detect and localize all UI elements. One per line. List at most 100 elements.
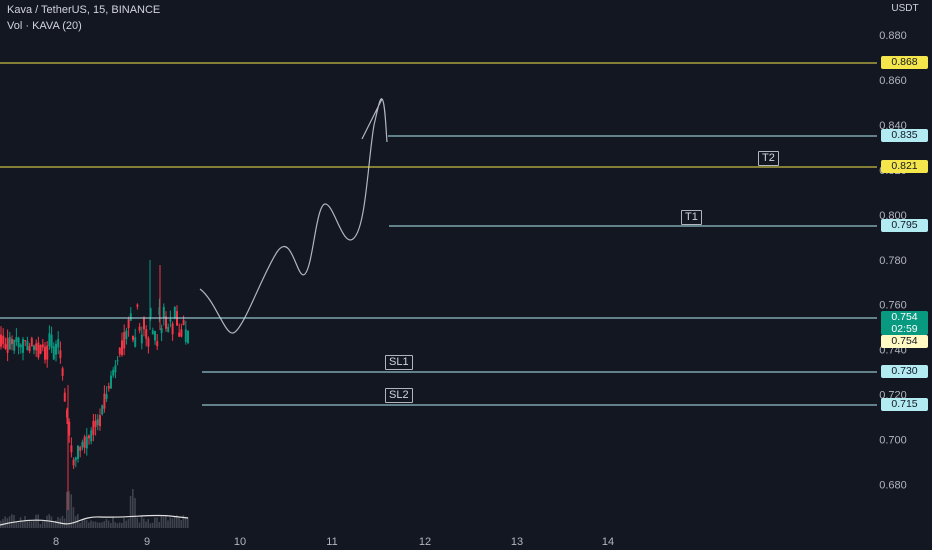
- volume-bar: [19, 517, 22, 528]
- candle-body: [77, 445, 79, 459]
- price-tick-label: 0.800: [879, 210, 907, 222]
- candle-body: [72, 459, 75, 466]
- volume-bar: [2, 518, 4, 528]
- time-axis: 8 9 10 11 12 13 14: [53, 536, 614, 548]
- volume-bar: [162, 516, 165, 528]
- symbol-title[interactable]: Kava / TetherUS, 15, BINANCE: [7, 4, 161, 16]
- volume-bar: [154, 517, 156, 528]
- volume-bar: [116, 523, 119, 528]
- candle-body: [158, 307, 161, 315]
- volume-bar: [68, 491, 70, 528]
- candle-body: [66, 409, 68, 418]
- volume-bar: [22, 521, 24, 528]
- candle-body: [184, 329, 187, 342]
- volume-bar: [114, 522, 116, 528]
- volume-bar: [83, 519, 86, 528]
- volume-bar: [37, 514, 39, 528]
- volume-bar: [171, 518, 174, 528]
- volume-bar: [96, 522, 99, 528]
- volume-bar: [55, 520, 57, 528]
- time-tick-label: 11: [326, 536, 337, 548]
- candle-body: [63, 392, 66, 402]
- volume-bar: [35, 514, 37, 528]
- candle-body: [52, 346, 55, 360]
- volume-bar: [8, 516, 11, 528]
- candle-body: [24, 340, 27, 342]
- volume-bar: [173, 516, 176, 528]
- volume-bar: [92, 521, 94, 528]
- candle-body: [112, 369, 115, 376]
- candle-body: [151, 330, 154, 335]
- horizontal-levels: [0, 62, 877, 406]
- volume-bar: [4, 516, 6, 528]
- candle-body: [138, 326, 141, 331]
- candle-body: [8, 336, 11, 350]
- volume-bar: [110, 522, 112, 528]
- price-tick-label: 0.760: [879, 300, 907, 312]
- volume-bar: [158, 522, 160, 528]
- volume-bar: [107, 520, 110, 528]
- candle-body: [187, 330, 189, 343]
- level-tag-sl2[interactable]: SL2: [385, 388, 413, 403]
- candle-body: [0, 334, 2, 347]
- candle-body: [19, 344, 22, 348]
- volume-bar: [94, 521, 97, 528]
- volume-bar: [147, 519, 149, 528]
- candle-body: [59, 350, 62, 358]
- candle-body: [22, 339, 24, 353]
- level-price-label-sl1: 0.730: [881, 365, 928, 378]
- volume-bar: [72, 507, 75, 528]
- currency-unit[interactable]: USDT: [891, 3, 919, 14]
- candle-body: [90, 430, 93, 442]
- volume-indicator-label[interactable]: Vol · KAVA (20): [7, 20, 82, 32]
- candle-body: [4, 344, 7, 349]
- candle-body: [149, 308, 152, 317]
- volume-bar: [41, 520, 44, 528]
- volume-bar: [101, 522, 103, 528]
- candle-body: [154, 331, 156, 341]
- volume-bar: [138, 522, 141, 528]
- volume-bar: [121, 523, 123, 528]
- level-tag-t2[interactable]: T2: [758, 151, 779, 166]
- candle-body: [85, 436, 88, 449]
- volume-bar: [79, 522, 81, 528]
- candle-body: [17, 337, 20, 348]
- candle-body: [167, 326, 170, 332]
- time-tick-label: 9: [144, 536, 150, 548]
- candle-body: [39, 345, 42, 354]
- candle-body: [83, 436, 86, 448]
- level-tag-sl1[interactable]: SL1: [385, 355, 413, 370]
- volume-ma-line: [0, 514, 189, 526]
- level-price-label-sl2: 0.715: [881, 398, 928, 411]
- volume-bar: [134, 497, 136, 528]
- volume-bar: [11, 514, 13, 528]
- candle-body: [41, 344, 44, 348]
- candle-body: [105, 394, 108, 399]
- price-axis: 0.8800.8600.8400.8200.8000.7800.7600.740…: [879, 30, 907, 492]
- candle-body: [88, 435, 90, 439]
- candle-body: [169, 319, 172, 322]
- volume-bar: [33, 520, 35, 528]
- volume-bar: [182, 515, 185, 528]
- price-tick-label: 0.840: [879, 120, 907, 132]
- candle-body: [171, 323, 174, 335]
- candle-body: [156, 341, 159, 347]
- price-tick-label: 0.780: [879, 255, 907, 267]
- last-price-label: 0.754: [881, 335, 928, 348]
- candle-body: [140, 334, 143, 344]
- candle-body: [35, 343, 38, 351]
- current-price: 0.754: [891, 311, 918, 323]
- volume-bar: [103, 521, 105, 528]
- volume-bar: [81, 519, 83, 528]
- candle-body: [134, 337, 137, 347]
- level-tag-t1[interactable]: T1: [681, 210, 702, 225]
- volume-bar: [167, 520, 169, 528]
- volume-bar: [125, 520, 127, 528]
- volume-bar: [88, 522, 90, 528]
- candle-body: [160, 328, 163, 333]
- candle-body: [147, 338, 150, 347]
- volume-bar: [61, 515, 64, 528]
- candle-body: [125, 330, 128, 340]
- candle-body: [26, 341, 29, 351]
